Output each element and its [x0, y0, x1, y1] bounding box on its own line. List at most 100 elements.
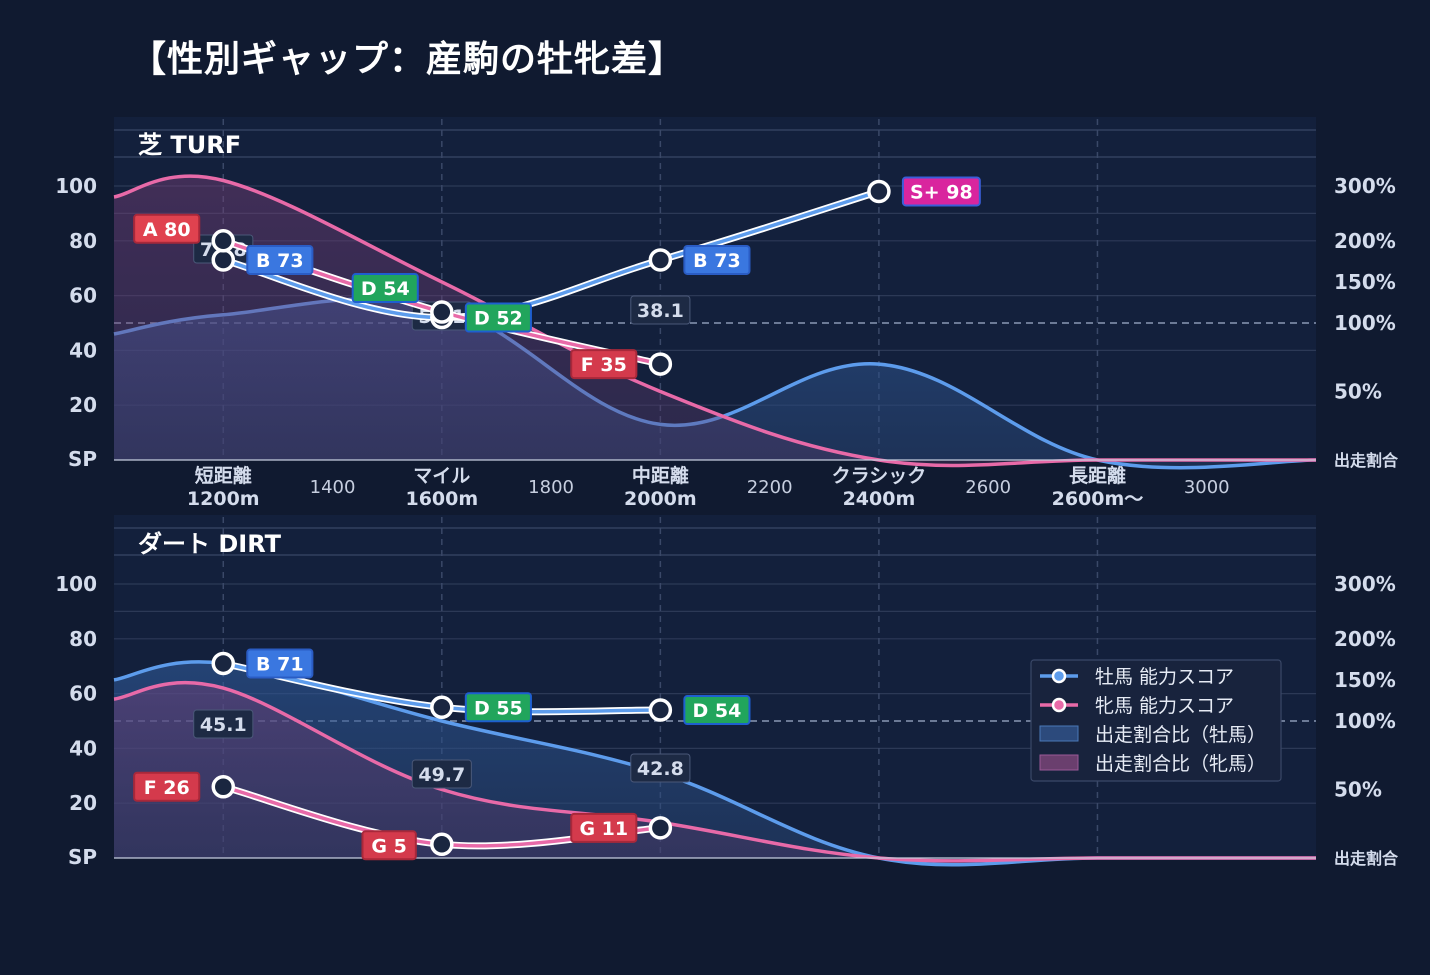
x-axis-category-label: クラシック [832, 465, 927, 487]
grade-badge-box [133, 771, 201, 802]
legend-item: 出走割合比（牡馬） [1039, 724, 1266, 746]
grade-badge-box [901, 176, 981, 207]
ratio-label-box [630, 753, 691, 783]
legend-item: 牡馬 能力スコア [1040, 666, 1234, 688]
panel-label: 芝 TURF [138, 131, 241, 159]
male-score-point [211, 651, 236, 676]
legend-box [1030, 659, 1282, 782]
legend-label: 牝馬 能力スコア [1095, 695, 1234, 717]
area-female-ratio [114, 176, 1316, 466]
area-female-ratio [114, 682, 1316, 861]
grade-badge: B 73 [246, 244, 314, 275]
grade-badge: F 26 [133, 771, 201, 802]
y-axis-left-tick-label: 40 [69, 338, 97, 362]
male-score-point [867, 179, 891, 204]
ratio-label: 49.7 [411, 759, 472, 789]
y-axis-left-tick-label: 60 [69, 284, 97, 308]
y-axis-left-tick-label: SP [68, 447, 97, 471]
female-score-point [648, 816, 673, 840]
legend-marker-swatch [1051, 668, 1067, 684]
x-axis-minor-tick-label: 1800 [528, 477, 574, 498]
grade-badge-box [570, 349, 638, 380]
grade-badge-box [351, 273, 419, 304]
y-axis-left-tick-label: 20 [69, 791, 97, 815]
x-axis-category-distance: 2000m [624, 488, 697, 510]
female-score-point [211, 229, 236, 253]
y-axis-right-tick-label: 150% [1334, 668, 1396, 692]
female-score-point [648, 352, 673, 376]
male-score-point [430, 695, 454, 720]
x-axis-category-label: 中距離 [632, 464, 689, 487]
grade-badge-box [246, 648, 314, 679]
y-axis-right-tick-label: 50% [1334, 778, 1382, 802]
grade-badge-text: F 26 [144, 777, 190, 799]
y-axis-left-tick-label: 80 [69, 229, 97, 253]
y-axis-right-tick-label: 50% [1334, 380, 1382, 404]
grade-badge-box [464, 302, 532, 333]
y-axis-right-tick-label: 100% [1334, 709, 1396, 733]
x-axis-minor-tick-label: 3000 [1184, 477, 1230, 498]
grade-badge-text: G 5 [371, 835, 406, 857]
ratio-label: 42.8 [630, 753, 691, 783]
ratio-label-box [630, 295, 691, 325]
grade-badge-text: F 35 [581, 354, 627, 376]
ratio-label-text: 49.7 [418, 764, 465, 786]
panel-label: ダート DIRT [138, 530, 282, 558]
x-axis-category-label: 長距離 [1069, 464, 1126, 487]
y-axis-left-tick-label: 60 [69, 682, 97, 706]
grade-badge-box [133, 213, 201, 244]
y-axis-right-tick-label: 300% [1334, 174, 1396, 198]
x-axis-minor-tick-label: 2600 [965, 477, 1011, 498]
grade-badge-box [361, 830, 417, 861]
ratio-label: 38.1 [630, 295, 691, 325]
grade-badge: G 11 [570, 812, 638, 843]
grade-badge: D 54 [351, 273, 419, 304]
grade-badge: D 55 [464, 692, 532, 723]
legend-item: 出走割合比（牝馬） [1039, 753, 1266, 775]
legend-label: 出走割合比（牡馬） [1095, 724, 1266, 746]
grade-badge: A 80 [133, 213, 201, 244]
y-axis-left-tick-label: 40 [69, 736, 97, 760]
grade-badge-text: B 71 [256, 653, 304, 675]
grade-badge-box [246, 244, 314, 275]
grade-badge: B 71 [246, 648, 314, 679]
ratio-label-box [411, 759, 472, 789]
grade-badge-text: B 73 [256, 250, 304, 272]
x-axis-category-label: マイル [413, 465, 470, 487]
grade-badge-text: D 54 [361, 278, 410, 300]
ratio-label: 45.1 [193, 709, 254, 739]
grade-badge-box [683, 244, 751, 275]
grade-badge-text: S+ 98 [910, 181, 973, 203]
male-score-point [648, 698, 673, 722]
y-axis-right-tick-label: 150% [1334, 270, 1396, 294]
grade-badge-text: D 54 [693, 700, 742, 722]
ratio-label-box [193, 709, 254, 739]
male-score-point [211, 248, 236, 272]
grade-badge: B 73 [683, 244, 751, 275]
legend-label: 出走割合比（牝馬） [1095, 753, 1266, 775]
female-score-point [211, 775, 236, 799]
grade-badge-box [683, 695, 751, 726]
grade-badge-text: B 73 [693, 250, 741, 272]
grade-badge-text: D 52 [474, 308, 523, 330]
male-score-line [221, 189, 881, 320]
x-axis-category-distance: 2400m [843, 488, 916, 510]
grade-badge: D 52 [464, 302, 532, 333]
male-score-point [648, 248, 673, 272]
ratio-label-text: 42.8 [637, 758, 684, 780]
x-axis-category-label: 短距離 [195, 464, 252, 487]
x-axis-minor-tick-label: 1400 [310, 477, 356, 498]
legend-marker-swatch [1051, 697, 1067, 713]
grade-badge-text: D 55 [474, 697, 523, 719]
grade-badge-box [464, 692, 532, 723]
y-axis-left-tick-label: SP [68, 845, 97, 869]
y-axis-right-tick-label: 200% [1334, 627, 1396, 651]
y-axis-right-tick-label: 出走割合 [1334, 849, 1399, 868]
y-axis-left-tick-label: 100 [55, 174, 97, 198]
y-axis-right-tick-label: 100% [1334, 311, 1396, 335]
y-axis-left-tick-label: 100 [55, 572, 97, 596]
grade-badge: D 54 [683, 695, 751, 726]
female-score-point [430, 832, 454, 857]
grade-badge-text: A 80 [143, 219, 191, 241]
